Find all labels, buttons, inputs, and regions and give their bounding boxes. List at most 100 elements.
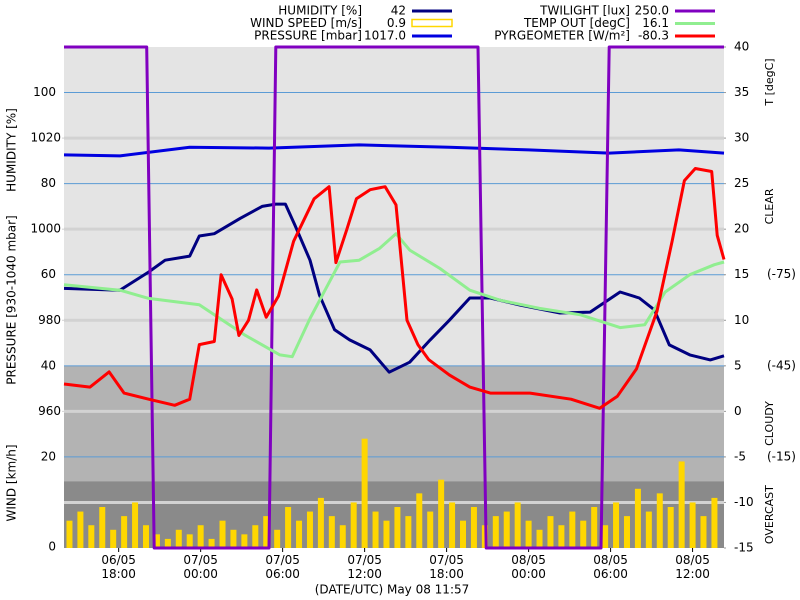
- wind-bar: [296, 520, 303, 548]
- x-tick-label: 08/05 12:00: [675, 553, 710, 581]
- y-tick-label: 80: [41, 176, 56, 190]
- y2-tick-label: 5: [734, 358, 742, 372]
- sky-band: [64, 47, 724, 366]
- series-line: [63, 143, 725, 158]
- y-tick-label: 100: [33, 85, 56, 99]
- wind-tick-label: 0: [48, 540, 56, 554]
- sky-band-label: OVERCAST: [763, 485, 776, 544]
- wind-bar: [186, 534, 193, 548]
- wind-bar: [394, 507, 401, 548]
- series-line: [63, 232, 725, 359]
- y2-tick-label: 35: [734, 85, 749, 99]
- wind-bar: [460, 520, 467, 548]
- pressure-tick-label: 980: [38, 313, 61, 327]
- pressure-tick-label: 960: [38, 404, 61, 418]
- x-tick-label: 07/05 00:00: [183, 553, 218, 581]
- legend-value: -80.3: [638, 29, 669, 43]
- wind-bar: [645, 511, 652, 548]
- y2-tick-label: -10: [734, 495, 754, 509]
- pyr-tick-label: (-45): [767, 358, 796, 372]
- pressure-tick-label: 1020: [30, 131, 61, 145]
- sky-band-label: CLEAR: [763, 188, 776, 224]
- wind-bar: [667, 507, 674, 548]
- y2-tick-label: 15: [734, 267, 749, 281]
- wind-bar: [427, 511, 434, 548]
- wind-bar: [547, 516, 554, 548]
- y-tick-label: 40: [41, 358, 56, 372]
- sky-band-label: CLOUDY: [763, 401, 776, 446]
- y-axis-label: HUMIDITY [%]: [5, 108, 19, 192]
- wind-bar: [197, 525, 204, 548]
- y2-tick-label: -5: [734, 449, 746, 463]
- pyr-tick-label: (-15): [767, 449, 796, 463]
- y2-tick-label: 25: [734, 176, 749, 190]
- wind-bar: [263, 516, 270, 548]
- footer: (DATE/UTC) May 08 11:57: [315, 583, 470, 597]
- y2-tick-label: 20: [734, 222, 749, 236]
- wind-bar: [492, 516, 499, 548]
- wind-bar: [383, 520, 390, 548]
- legend-value: 42: [391, 4, 406, 18]
- y2-tick-label: 0: [734, 404, 742, 418]
- wind-bar: [175, 529, 182, 548]
- x-tick-label: 07/05 06:00: [265, 553, 300, 581]
- wind-bar: [656, 493, 663, 548]
- legend-label: TWILIGHT [lux]: [539, 4, 630, 18]
- y2-tick-label: -15: [734, 541, 754, 555]
- wind-bar: [230, 529, 237, 548]
- wind-bar: [121, 516, 128, 548]
- legend-value: 16.1: [642, 16, 669, 30]
- wind-bar: [416, 493, 423, 548]
- wind-bar: [252, 525, 259, 548]
- wind-tick-label: 20: [41, 449, 56, 463]
- legend-value: 1017.0: [364, 29, 406, 43]
- legend-value: 250.0: [635, 4, 669, 18]
- x-tick-label: 06/05 18:00: [101, 553, 136, 581]
- legend-label: HUMIDITY [%]: [278, 4, 362, 18]
- y2-tick-label: 10: [734, 313, 749, 327]
- wind-bar: [613, 502, 620, 548]
- legend-label: PYRGEOMETER [W/m²]: [494, 29, 630, 43]
- wind-bar: [591, 507, 598, 548]
- sky-band: [64, 365, 724, 482]
- wind-bar: [132, 502, 139, 548]
- wind-bar: [689, 502, 696, 548]
- x-tick-label: 08/05 06:00: [593, 553, 628, 581]
- x-tick-label: 07/05 12:00: [347, 553, 382, 581]
- pressure-axis-label: PRESSURE [930-1040 mbar]: [5, 215, 19, 384]
- legend-label: WIND SPEED [m/s]: [250, 16, 362, 30]
- y2-axis-label: T [degC]: [763, 58, 776, 106]
- wind-bar: [339, 525, 346, 548]
- wind-bar: [503, 511, 510, 548]
- wind-bar: [153, 534, 160, 548]
- wind-bar: [634, 488, 641, 548]
- wind-bar: [110, 529, 117, 548]
- wind-bar: [602, 525, 609, 548]
- wind-bar: [66, 520, 73, 548]
- wind-bar: [536, 529, 543, 548]
- wind-bar: [558, 525, 565, 548]
- wind-bar: [77, 511, 84, 548]
- pressure-tick-label: 1000: [30, 222, 61, 236]
- legend-value: 0.9: [387, 16, 406, 30]
- y2-tick-label: 30: [734, 131, 749, 145]
- wind-bar: [208, 538, 215, 548]
- wind-bar: [711, 497, 718, 548]
- wind-bar: [700, 516, 707, 548]
- wind-bar: [350, 502, 357, 548]
- y2-tick-label: 40: [734, 40, 749, 54]
- x-tick-label: 07/05 18:00: [429, 553, 464, 581]
- wind-bar: [317, 497, 324, 548]
- series-line: [63, 202, 725, 374]
- wind-bar: [514, 502, 521, 548]
- legend-label: PRESSURE [mbar]: [254, 29, 362, 43]
- wind-bar: [328, 516, 335, 548]
- wind-bar: [306, 511, 313, 548]
- legend-swatch: [411, 18, 453, 28]
- wind-bar: [405, 516, 412, 548]
- wind-bar: [361, 438, 368, 548]
- wind-bar: [678, 461, 685, 548]
- wind-bar: [274, 529, 281, 548]
